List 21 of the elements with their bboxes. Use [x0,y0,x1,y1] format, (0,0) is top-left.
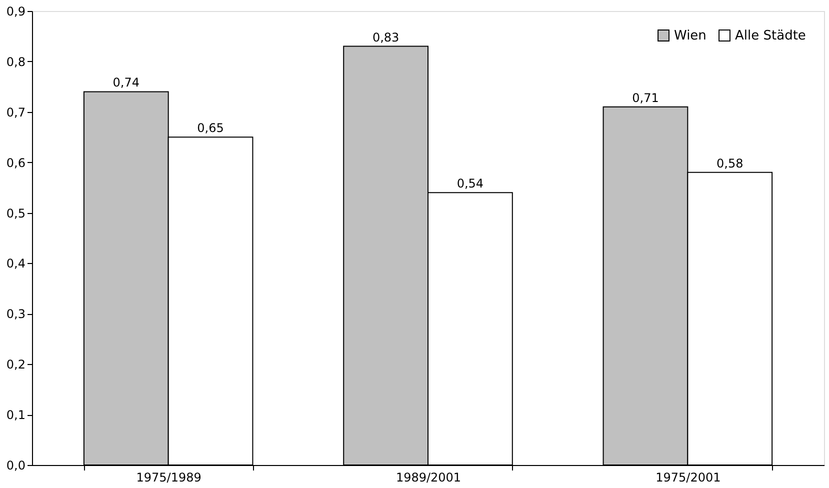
y-tick-label: 0,1 [6,408,26,422]
y-tick-label: 0,6 [6,156,26,170]
y-tick-label: 0,7 [6,105,26,120]
data-label: 0,74 [112,76,140,90]
y-tick-label: 0,9 [6,4,26,18]
data-label: 0,71 [632,90,659,105]
y-tick-label: 0,3 [6,307,26,322]
y-tick-label: 0,8 [6,54,26,69]
data-label: 0,83 [372,30,400,44]
y-tick-label: 0,2 [6,358,26,372]
data-label: 0,54 [456,176,484,191]
x-tick-label: 1975/1989 [136,470,202,484]
data-label: 0,65 [197,121,224,136]
x-tick-label: 1989/2001 [396,470,462,484]
data-label: 0,58 [716,156,744,170]
legend-label: Alle Städte [735,28,806,44]
legend-label: Wien [674,28,706,44]
y-tick-label: 0,0 [6,458,26,472]
y-tick-label: 0,4 [6,256,26,271]
x-tick-label: 1975/2001 [656,470,721,484]
y-tick-label: 0,5 [6,206,26,220]
